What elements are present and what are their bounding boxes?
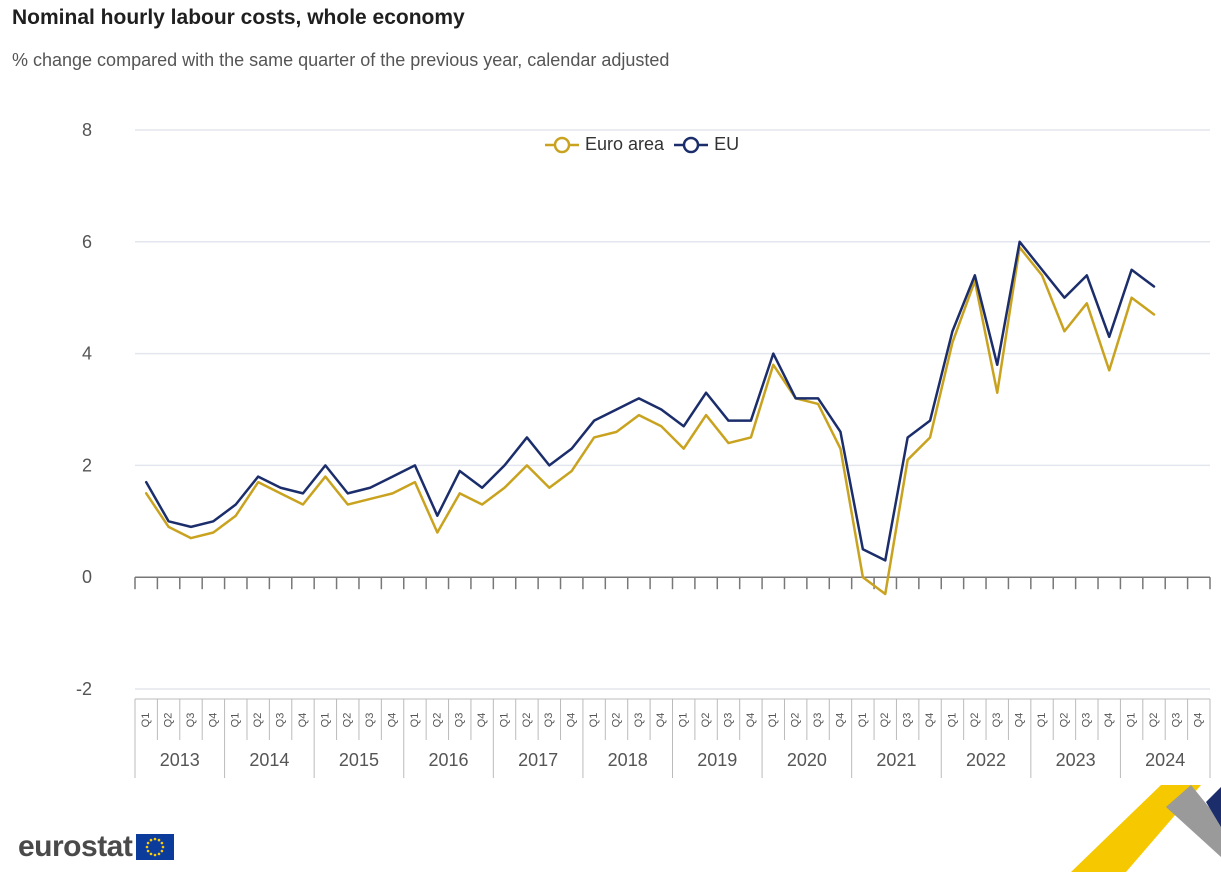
quarter-label: Q4 [476, 713, 488, 728]
quarter-label: Q3 [364, 713, 376, 728]
quarter-label: Q1 [230, 713, 242, 728]
quarter-label: Q3 [454, 713, 466, 728]
quarter-label: Q3 [1170, 713, 1182, 728]
year-label: 2020 [787, 750, 827, 770]
quarter-label: Q3 [274, 713, 286, 728]
quarter-label: Q2 [252, 713, 264, 728]
y-axis-ticks: -2 0 2 4 6 8 [76, 120, 92, 699]
quarter-label: Q1 [409, 713, 421, 728]
legend-marker-euro-area-icon [545, 136, 579, 153]
x-axis: Q1 Q2 Q3 Q4 2013 Q1 Q2 Q3 Q4 2014 Q1 Q2 Q3 Q4 2015 Q1 Q2… [134, 576, 1211, 778]
year-label: 2016 [429, 750, 469, 770]
y-tick-label: 2 [82, 455, 92, 475]
flag-star [158, 852, 161, 856]
flag-star [150, 838, 153, 842]
quarter-label: Q1 [1036, 713, 1048, 728]
quarter-label: Q4 [924, 713, 936, 728]
y-tick-label: 8 [82, 120, 92, 140]
logo-text: eurostat [18, 830, 133, 863]
year-label: 2017 [518, 750, 558, 770]
quarter-label: Q1 [319, 713, 331, 728]
quarter-label: Q4 [566, 713, 578, 728]
flag-star [154, 837, 157, 841]
flag-star [160, 841, 164, 845]
quarter-label: Q3 [543, 713, 555, 728]
flag-star [154, 853, 157, 857]
quarter-label: Q4 [1103, 713, 1115, 728]
flag-star [150, 852, 153, 856]
year-label: 2018 [608, 750, 648, 770]
y-tick-label: -2 [76, 679, 92, 699]
quarter-label: Q3 [991, 713, 1003, 728]
quarter-label: Q4 [207, 713, 219, 728]
year-label: 2014 [249, 750, 289, 770]
year-label: 2022 [966, 750, 1006, 770]
quarter-label: Q2 [790, 713, 802, 728]
quarter-label: Q4 [745, 713, 757, 728]
quarter-label: Q1 [857, 713, 869, 728]
flag-star [147, 849, 150, 853]
quarter-label: Q2 [700, 713, 712, 728]
quarter-label: Q1 [1126, 713, 1138, 728]
quarter-label: Q3 [185, 713, 197, 728]
corner-decoration-icon [1071, 785, 1221, 872]
year-label: 2023 [1056, 750, 1096, 770]
quarter-label: Q3 [812, 713, 824, 728]
quarter-label: Q4 [386, 713, 398, 728]
quarter-label: Q2 [163, 713, 175, 728]
legend-label-eu: EU [714, 134, 740, 154]
year-label: 2019 [697, 750, 737, 770]
quarter-label: Q1 [946, 713, 958, 728]
quarter-label: Q2 [1148, 713, 1160, 728]
legend-item-eu[interactable]: EU [674, 134, 739, 155]
year-label: 2021 [876, 750, 916, 770]
quarter-label: Q1 [588, 713, 600, 728]
quarter-label: Q2 [610, 713, 622, 728]
flag-star [158, 838, 161, 842]
year-label: 2015 [339, 750, 379, 770]
gridlines [135, 129, 1210, 690]
quarter-label: Q2 [521, 713, 533, 728]
quarter-label: Q2 [342, 713, 354, 728]
flag-star [160, 849, 164, 853]
series-line-euro-area [144, 246, 1156, 596]
quarter-label: Q2 [431, 713, 443, 728]
eu-flag-icon [136, 834, 175, 860]
flag-star [147, 841, 150, 845]
quarter-label: Q3 [722, 713, 734, 728]
quarter-label: Q1 [767, 713, 779, 728]
quarter-label: Q2 [879, 713, 891, 728]
quarter-label: Q1 [678, 713, 690, 728]
flag-star [162, 845, 165, 849]
legend-marker-eu-icon [674, 136, 709, 153]
flag-star [146, 845, 149, 849]
y-tick-label: 4 [82, 344, 92, 364]
legend-label-euro-area: Euro area [585, 134, 665, 154]
quarter-label: Q4 [1014, 713, 1026, 728]
quarter-label: Q3 [1081, 713, 1093, 728]
quarter-label: Q4 [297, 713, 309, 728]
eurostat-logo: eurostat [18, 830, 175, 863]
year-label: 2024 [1145, 750, 1185, 770]
quarter-label: Q1 [498, 713, 510, 728]
quarter-label: Q4 [655, 713, 667, 728]
year-label: 2013 [160, 750, 200, 770]
series-line-eu [144, 240, 1156, 562]
quarter-label: Q3 [902, 713, 914, 728]
quarter-label: Q2 [1058, 713, 1070, 728]
y-tick-label: 6 [82, 232, 92, 252]
quarter-label: Q4 [834, 713, 846, 728]
legend-item-euro-area[interactable]: Euro area [545, 134, 664, 155]
chart-title: Nominal hourly labour costs, whole econo… [12, 6, 465, 29]
quarter-label: Q3 [633, 713, 645, 728]
y-tick-label: 0 [82, 567, 92, 587]
quarter-label: Q4 [1193, 713, 1205, 728]
chart-subtitle: % change compared with the same quarter … [12, 50, 670, 70]
legend: Euro area EU [545, 134, 739, 155]
quarter-label: Q2 [969, 713, 981, 728]
quarter-label: Q1 [140, 713, 152, 728]
series-lines [144, 240, 1156, 596]
